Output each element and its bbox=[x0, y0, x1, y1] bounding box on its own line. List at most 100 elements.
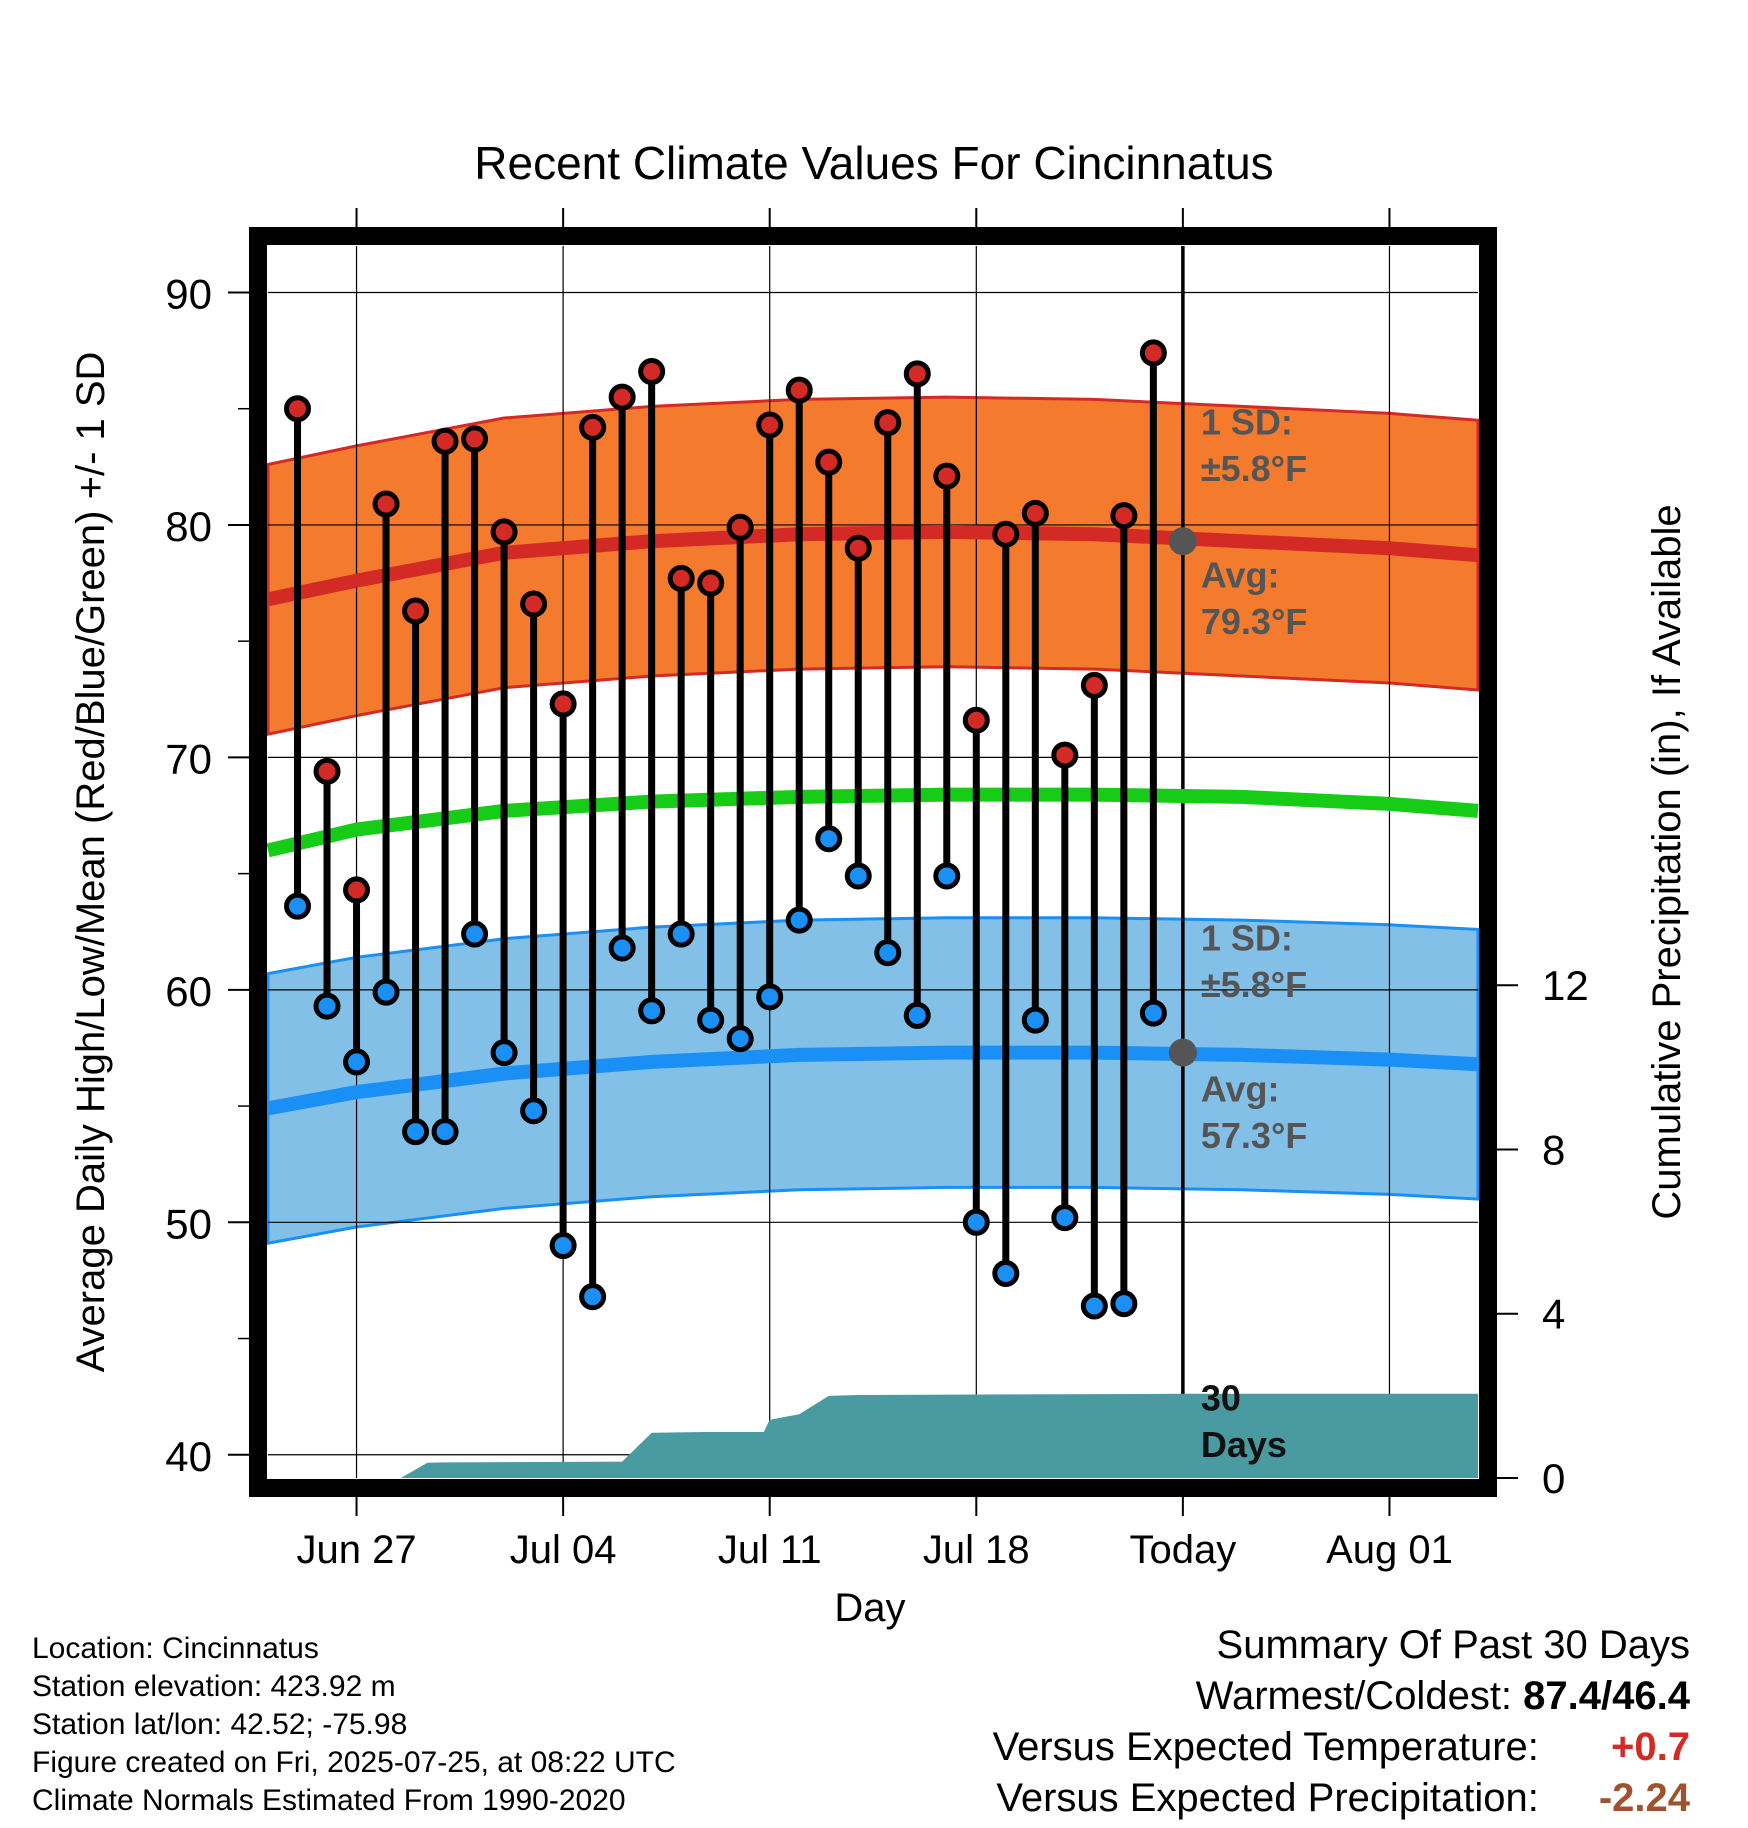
high-avg-value: 79.3°F bbox=[1201, 601, 1307, 642]
x-axis-label: Day bbox=[834, 1586, 906, 1630]
daily-high-point bbox=[579, 413, 607, 441]
daily-low-point bbox=[1110, 1290, 1138, 1318]
daily-high-point bbox=[372, 490, 400, 518]
daily-high-point bbox=[1051, 741, 1079, 769]
daily-high-point bbox=[284, 395, 312, 423]
y-tick-label: 70 bbox=[165, 735, 212, 782]
daily-high-point bbox=[903, 360, 931, 388]
daily-low-point bbox=[962, 1208, 990, 1236]
summary-heading: Summary Of Past 30 Days bbox=[1216, 1623, 1690, 1667]
daily-low-point bbox=[667, 920, 695, 948]
daily-low-point bbox=[815, 825, 843, 853]
precip-vs-expected-label: Versus Expected Precipitation: bbox=[996, 1776, 1539, 1820]
axes: 40 50 60 70 80 90 0 4 8 12 Jun 27 Jul 04 Jul 11 Jul 1… bbox=[69, 208, 1689, 1572]
daily-low-point bbox=[933, 862, 961, 890]
daily-high-point bbox=[520, 590, 548, 618]
daily-high-point bbox=[1080, 671, 1108, 699]
daily-high-point bbox=[1139, 339, 1167, 367]
daily-low-point bbox=[549, 1232, 577, 1260]
elevation-text: Station elevation: 423.92 m bbox=[32, 1670, 396, 1703]
plot-border bbox=[249, 227, 1497, 1497]
daily-low-point bbox=[756, 983, 784, 1011]
daily-low-point bbox=[874, 939, 902, 967]
days-count-label: 30 bbox=[1201, 1378, 1241, 1419]
y-tick-label: 80 bbox=[165, 503, 212, 550]
daily-low-point bbox=[343, 1048, 371, 1076]
daily-low-point bbox=[372, 978, 400, 1006]
daily-low-point bbox=[431, 1118, 459, 1146]
y2-tick-label: 12 bbox=[1542, 962, 1589, 1009]
daily-high-point bbox=[962, 706, 990, 734]
daily-low-point bbox=[284, 892, 312, 920]
daily-high-point bbox=[992, 520, 1020, 548]
created-text: Figure created on Fri, 2025-07-25, at 08… bbox=[32, 1746, 676, 1779]
daily-high-point bbox=[697, 569, 725, 597]
daily-low-point bbox=[1051, 1204, 1079, 1232]
y-axis-label: Average Daily High/Low/Mean (Red/Blue/Gr… bbox=[69, 352, 113, 1373]
daily-low-point bbox=[461, 920, 489, 948]
temp-vs-expected-label: Versus Expected Temperature: bbox=[992, 1725, 1539, 1769]
daily-high-point bbox=[549, 690, 577, 718]
warmest-coldest-row: Warmest/Coldest: 87.4/46.4 bbox=[993, 1671, 1690, 1722]
low-sd-band bbox=[266, 916, 1480, 1245]
daily-high-point bbox=[608, 383, 636, 411]
daily-high-point bbox=[756, 411, 784, 439]
y2-axis-label: Cumulative Precipitation (in), If Availa… bbox=[1645, 504, 1689, 1219]
plot-frame bbox=[249, 227, 1497, 1497]
daily-high-point bbox=[933, 462, 961, 490]
x-tick-label: Jul 18 bbox=[923, 1528, 1030, 1572]
normal-low-line bbox=[266, 1045, 1479, 1116]
low-avg-label: Avg: bbox=[1201, 1068, 1280, 1109]
daily-low-point bbox=[402, 1118, 430, 1146]
daily-low-point bbox=[1139, 999, 1167, 1027]
normal-high-line bbox=[266, 524, 1479, 607]
daily-low-point bbox=[697, 1006, 725, 1034]
x-tick-label: Jul 11 bbox=[718, 1528, 822, 1572]
today-avg-low-marker bbox=[1168, 1038, 1197, 1067]
x-tick-label: Aug 01 bbox=[1326, 1528, 1453, 1572]
daily-high-point bbox=[638, 358, 666, 386]
x-tick-label: Today bbox=[1130, 1528, 1237, 1572]
high-sd-label: 1 SD: bbox=[1201, 401, 1293, 442]
daily-high-point bbox=[726, 513, 754, 541]
location-text: Location: Cincinnatus bbox=[32, 1632, 319, 1665]
daily-high-point bbox=[815, 448, 843, 476]
daily-high-point bbox=[785, 376, 813, 404]
normals-text: Climate Normals Estimated From 1990-2020 bbox=[32, 1784, 626, 1817]
daily-high-point bbox=[343, 876, 371, 904]
low-sd-label: 1 SD: bbox=[1201, 917, 1293, 958]
high-sd-band bbox=[266, 395, 1480, 737]
low-avg-value: 57.3°F bbox=[1201, 1115, 1307, 1156]
daily-low-point bbox=[579, 1283, 607, 1311]
chart-title: Recent Climate Values For Cincinnatus bbox=[474, 137, 1274, 189]
daily-high-point bbox=[1021, 499, 1049, 527]
summary-panel: Summary Of Past 30 Days Warmest/Coldest:… bbox=[993, 1620, 1690, 1824]
daily-high-point bbox=[313, 757, 341, 785]
daily-high-point bbox=[844, 534, 872, 562]
x-tick-label: Jul 04 bbox=[510, 1528, 617, 1572]
daily-low-point bbox=[844, 862, 872, 890]
daily-low-point bbox=[1080, 1292, 1108, 1320]
days-unit-label: Days bbox=[1201, 1424, 1287, 1465]
warmest-coldest-value: 87.4/46.4 bbox=[1523, 1674, 1690, 1718]
y2-tick-label: 4 bbox=[1542, 1291, 1565, 1338]
latlon-text: Station lat/lon: 42.52; -75.98 bbox=[32, 1708, 408, 1741]
daily-high-point bbox=[874, 409, 902, 437]
daily-high-point bbox=[431, 427, 459, 455]
daily-high-point bbox=[667, 564, 695, 592]
y-tick-label: 40 bbox=[165, 1433, 212, 1480]
daily-low-point bbox=[726, 1025, 754, 1053]
precip-vs-expected-row: Versus Expected Precipitation: -2.24 bbox=[993, 1773, 1690, 1824]
warmest-coldest-label: Warmest/Coldest: bbox=[1195, 1674, 1513, 1718]
y2-tick-label: 0 bbox=[1542, 1455, 1565, 1502]
y-tick-label: 60 bbox=[165, 968, 212, 1015]
annotations: 1 SD: ±5.8°F Avg: 79.3°F 1 SD: ±5.8°F Avg: 57.3… bbox=[1201, 401, 1307, 1465]
high-avg-label: Avg: bbox=[1201, 555, 1280, 596]
daily-high-point bbox=[490, 518, 518, 546]
precip-area bbox=[400, 1393, 1478, 1478]
cumulative-precip-area bbox=[400, 1393, 1478, 1478]
x-tick-label: Jun 27 bbox=[296, 1528, 416, 1572]
daily-low-point bbox=[638, 997, 666, 1025]
normal-lines bbox=[266, 524, 1479, 1116]
